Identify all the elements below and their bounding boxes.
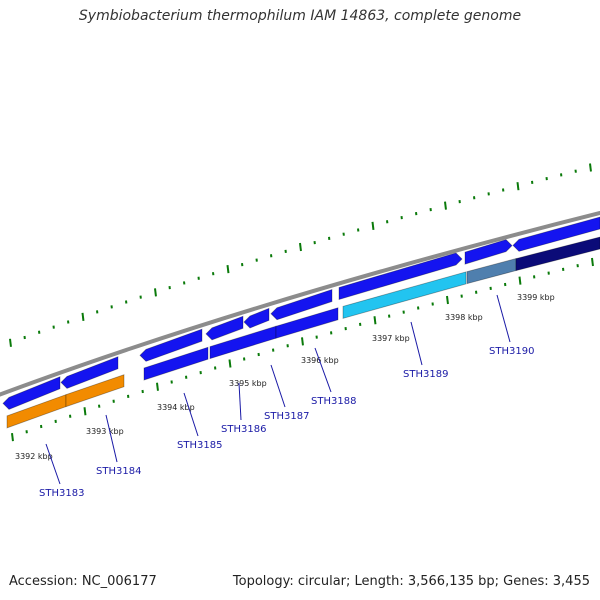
kbp-label-3399: 3399 kbp: [517, 293, 555, 302]
gene-feature-top[interactable]: [464, 239, 513, 265]
tick-mark: [591, 257, 594, 267]
gene-label-sth3190[interactable]: STH3190: [489, 346, 534, 357]
gene-label-sth3188[interactable]: STH3188: [311, 396, 356, 407]
genome-stats-text: Topology: circular; Length: 3,566,135 bp…: [232, 574, 590, 589]
gene-feature-bottom[interactable]: [342, 271, 467, 319]
gene-feature-bottom[interactable]: [515, 236, 600, 272]
gene-feature-top[interactable]: [60, 356, 119, 389]
kbp-label-3395: 3395 kbp: [229, 379, 267, 388]
tick-mark: [154, 288, 157, 297]
tick-mark: [518, 276, 522, 285]
gene-feature-bottom[interactable]: [143, 346, 209, 381]
kbp-label-3392: 3392 kbp: [15, 452, 53, 461]
gene-feature-top[interactable]: [270, 288, 333, 321]
tick-mark: [9, 338, 12, 347]
kbp-label-3394: 3394 kbp: [157, 403, 195, 412]
tick-mark: [226, 265, 230, 274]
tick-mark: [301, 337, 304, 346]
gene-feature-bottom[interactable]: [275, 307, 339, 339]
gene-label-sth3187[interactable]: STH3187: [264, 411, 309, 422]
tick-mark: [156, 382, 159, 391]
outer-tick-marks: [9, 163, 592, 347]
kbp-label-3393: 3393 kbp: [86, 427, 124, 436]
gene-label-sth3186[interactable]: STH3186: [221, 424, 266, 435]
genome-backbone: [0, 210, 600, 397]
tick-mark: [589, 163, 592, 172]
tick-mark: [81, 312, 85, 322]
accession-text: Accession: NC_006177: [9, 574, 157, 589]
tick-mark: [11, 432, 14, 442]
tick-mark: [228, 359, 232, 368]
inner-tick-marks: [11, 257, 594, 442]
tick-mark: [446, 295, 449, 305]
tick-mark: [371, 221, 375, 230]
kbp-label-3397: 3397 kbp: [372, 334, 410, 343]
gene-feature-bottom[interactable]: [65, 374, 125, 408]
gene-feature-top[interactable]: [139, 328, 203, 362]
gene-label-connectors: [45, 294, 511, 485]
tick-mark: [299, 242, 302, 252]
gene-label-sth3189[interactable]: STH3189: [403, 369, 448, 380]
map-title: Symbiobacterium thermophilum IAM 14863, …: [78, 8, 522, 24]
gene-feature-top[interactable]: [338, 252, 463, 301]
gene-features: [2, 216, 600, 429]
gene-label-sth3183[interactable]: STH3183: [39, 488, 84, 499]
gene-label-sth3185[interactable]: STH3185: [177, 440, 222, 451]
tick-mark: [83, 407, 87, 416]
gene-labels: STH3183 STH3184 STH3185 STH3186 STH3187 …: [39, 346, 534, 499]
tick-mark: [373, 316, 377, 325]
tick-mark: [444, 201, 447, 210]
tick-mark: [516, 182, 520, 191]
gene-feature-top[interactable]: [512, 216, 600, 252]
gene-feature-top[interactable]: [2, 376, 61, 410]
gene-feature-top[interactable]: [205, 315, 244, 341]
gene-label-sth3184[interactable]: STH3184: [96, 466, 141, 477]
kbp-label-3398: 3398 kbp: [445, 313, 483, 322]
gene-feature-bottom[interactable]: [209, 325, 277, 360]
gene-feature-top[interactable]: [243, 307, 270, 329]
gene-feature-bottom[interactable]: [466, 258, 517, 285]
